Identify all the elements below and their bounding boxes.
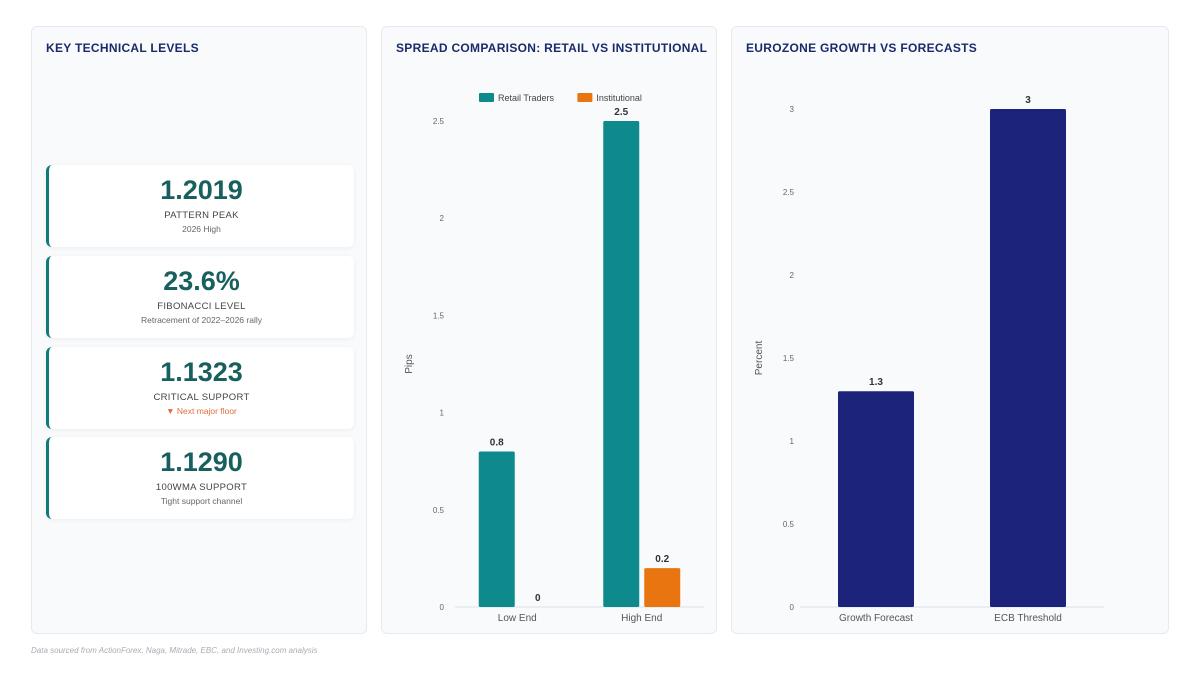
source-footer: Data sourced from ActionForex, Naga, Mit… [31, 646, 318, 655]
level-subtext: 2026 High [182, 224, 221, 234]
x-tick-label-high-end: High End [621, 613, 662, 624]
level-value: 1.1290 [160, 447, 243, 477]
level-value: 1.2019 [160, 175, 243, 205]
y-tick-label: 0.5 [783, 520, 795, 529]
legend-label-retail-traders: Retail Traders [498, 93, 555, 103]
x-tick-label-growth-forecast: Growth Forecast [839, 613, 913, 624]
level-value: 1.1323 [160, 357, 243, 387]
legend-label-institutional: Institutional [596, 93, 642, 103]
y-tick-label: 0 [790, 603, 795, 612]
level-card-fibonacci: 23.6% FIBONACCI LEVEL Retracement of 202… [46, 256, 354, 338]
y-tick-label: 1.5 [433, 311, 445, 320]
level-label: 100WMA SUPPORT [155, 482, 248, 493]
y-tick-label: 2 [790, 271, 795, 280]
level-value: 23.6% [163, 266, 240, 296]
bar-retail-traders-low-end [478, 451, 515, 607]
y-axis-label: Pips [404, 354, 415, 373]
level-subtext: ▼ Next major floor [166, 406, 237, 416]
y-tick-label: 0.5 [433, 506, 445, 515]
level-card-pattern-peak: 1.2019 PATTERN PEAK 2026 High [46, 165, 354, 247]
y-tick-label: 2.5 [783, 188, 795, 197]
x-tick-label-low-end: Low End [498, 613, 537, 624]
level-label: PATTERN PEAK [164, 210, 239, 221]
growth-chart: 0 0.5 1 1.5 2 2.5 3 Percent 1.3 Growth Forecast 3 E… [754, 95, 1104, 624]
x-tick-label-ecb-threshold: ECB Threshold [994, 613, 1062, 624]
data-label: 0.8 [490, 437, 504, 448]
data-label: 3 [1025, 95, 1031, 106]
bar-series-growth-forecast [838, 391, 914, 607]
key-levels-panel: KEY TECHNICAL LEVELS 1.2019 PATTERN PEAK… [31, 26, 367, 634]
bar-series-ecb-threshold [990, 109, 1066, 607]
bar-institutional-high-end [644, 568, 681, 607]
spread-chart-title: SPREAD COMPARISON: RETAIL VS INSTITUTION… [396, 41, 708, 55]
y-axis-label: Percent [754, 341, 765, 376]
y-tick-label: 3 [790, 105, 795, 114]
data-label: 2.5 [614, 107, 628, 118]
y-tick-label: 1.5 [783, 354, 795, 363]
level-card-100wma-support: 1.1290 100WMA SUPPORT Tight support chan… [46, 437, 354, 519]
y-tick-label: 0 [440, 603, 445, 612]
data-label: 0 [535, 593, 541, 604]
bar-retail-traders-high-end [603, 121, 640, 607]
y-tick-label: 1 [440, 409, 445, 418]
data-label: 0.2 [655, 554, 669, 565]
growth-chart-title: EUROZONE GROWTH VS FORECASTS [746, 41, 978, 55]
key-levels-title: KEY TECHNICAL LEVELS [46, 41, 199, 55]
spread-chart-panel: SPREAD COMPARISON: RETAIL VS INSTITUTION… [381, 26, 717, 634]
legend-swatch-retail-traders [479, 93, 494, 102]
level-label: FIBONACCI LEVEL [157, 301, 246, 312]
growth-chart-panel: EUROZONE GROWTH VS FORECASTS 0 0.5 1 1.5 2 2.… [731, 26, 1169, 634]
level-card-critical-support: 1.1323 CRITICAL SUPPORT ▼ Next major flo… [46, 347, 354, 429]
legend-swatch-institutional [577, 93, 593, 102]
y-tick-label: 1 [790, 437, 795, 446]
level-subtext: Retracement of 2022–2026 rally [141, 315, 262, 325]
y-tick-label: 2 [440, 214, 445, 223]
level-subtext: Tight support channel [160, 496, 243, 506]
y-tick-label: 2.5 [433, 117, 445, 126]
spread-chart: 0 0.5 1 1.5 2 2.5 Pips 0.8 0 Low End 2.5 0.2 High En… [404, 93, 704, 624]
data-label: 1.3 [869, 377, 883, 388]
level-label: CRITICAL SUPPORT [153, 392, 250, 403]
